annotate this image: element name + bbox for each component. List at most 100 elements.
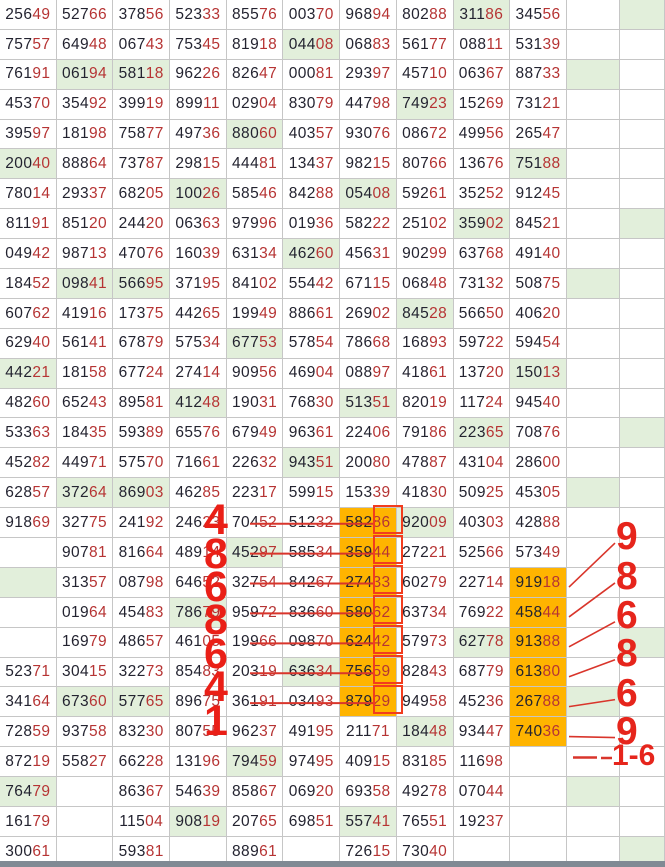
number-cell: 794 59 — [226, 747, 284, 778]
number-tail-digits: 81 — [259, 155, 278, 173]
number-cell: 575 70 — [113, 448, 171, 479]
number-tail-digits: 19 — [145, 95, 164, 113]
number-cell: 313 57 — [56, 567, 114, 598]
number-cell: 764 79 — [0, 777, 57, 808]
number-cell: 462 85 — [170, 478, 227, 509]
number-cell: 580 62 — [340, 597, 397, 628]
number-cell: 802 88 — [396, 0, 454, 30]
number-cell — [566, 478, 620, 509]
number-head-digits: 345 — [515, 5, 543, 23]
number-tail-digits: 60 — [32, 394, 51, 412]
number-cell: 842 67 — [283, 567, 341, 598]
number-cell: 244 20 — [113, 209, 171, 240]
number-cell: 184 48 — [396, 717, 454, 748]
number-cell: 671 15 — [340, 269, 397, 299]
number-head-digits: 200 — [5, 155, 33, 173]
number-tail-digits: 91 — [32, 65, 51, 83]
number-cell: 412 48 — [170, 388, 227, 419]
number-tail-digits: 83 — [372, 35, 391, 53]
number-tail-digits: 49 — [259, 304, 278, 322]
number-tail-digits: 66 — [259, 633, 278, 651]
number-cell: 708 76 — [510, 418, 567, 449]
number-tail-digits: 67 — [315, 573, 334, 591]
number-cell: 293 97 — [340, 59, 397, 90]
number-cell — [510, 747, 567, 778]
number-head-digits: 462 — [175, 483, 203, 501]
number-head-digits: 256 — [5, 5, 33, 23]
number-cell: 359 44 — [340, 538, 397, 568]
number-cell: 456 31 — [340, 239, 397, 270]
number-head-digits: 820 — [402, 394, 430, 412]
number-head-digits: 637 — [402, 603, 430, 621]
number-cell: 557 41 — [340, 807, 397, 837]
number-cell — [619, 59, 665, 90]
number-cell: 677 53 — [226, 328, 284, 359]
number-head-digits: 184 — [5, 274, 33, 292]
number-cell: 636 34 — [283, 657, 341, 688]
number-cell: 442 21 — [0, 358, 57, 389]
number-head-digits: 682 — [118, 185, 146, 203]
number-head-digits: 832 — [118, 723, 146, 741]
number-tail-digits: 75 — [89, 513, 108, 531]
number-cell: 395 97 — [0, 119, 57, 150]
number-cell: 098 41 — [56, 269, 114, 299]
number-cell: 044 08 — [283, 29, 341, 60]
number-tail-digits: 73 — [429, 633, 448, 651]
number-cell: 184 35 — [56, 418, 114, 449]
number-tail-digits: 71 — [371, 723, 390, 741]
number-cell — [619, 89, 665, 120]
number-head-digits: 442 — [5, 364, 33, 382]
number-head-digits: 086 — [402, 125, 430, 143]
number-tail-digits: 61 — [32, 842, 51, 860]
number-cell: 192 37 — [453, 807, 511, 837]
number-cell: 637 68 — [453, 239, 511, 270]
number-head-digits: 298 — [175, 155, 203, 173]
number-head-digits: 269 — [345, 304, 373, 322]
number-cell — [566, 179, 620, 210]
number-head-digits: 566 — [118, 274, 146, 292]
number-cell — [566, 508, 620, 539]
number-head-digits: 251 — [402, 214, 430, 232]
number-head-digits: 613 — [515, 663, 543, 681]
number-cell: 029 04 — [226, 89, 284, 120]
number-head-digits: 826 — [232, 65, 260, 83]
number-head-digits: 452 — [5, 454, 33, 472]
number-tail-digits: 28 — [429, 304, 448, 322]
number-cell — [619, 0, 665, 30]
number-tail-digits: 70 — [145, 454, 164, 472]
number-cell — [56, 777, 114, 808]
number-tail-digits: 95 — [202, 274, 221, 292]
number-cell: 088 11 — [453, 29, 511, 60]
number-tail-digits: 66 — [485, 543, 504, 561]
number-head-digits: 678 — [118, 334, 146, 352]
number-head-digits: 575 — [175, 334, 203, 352]
number-head-digits: 454 — [118, 603, 146, 621]
number-head-digits: 088 — [345, 364, 373, 382]
number-head-digits: 677 — [118, 364, 146, 382]
number-tail-digits: 21 — [32, 364, 51, 382]
number-cell: 267 88 — [510, 687, 567, 718]
number-tail-digits: 55 — [202, 723, 221, 741]
number-head-digits: 223 — [232, 483, 260, 501]
number-tail-digits: 33 — [542, 65, 561, 83]
number-tail-digits: 41 — [372, 812, 391, 830]
number-tail-digits: 61 — [429, 185, 448, 203]
number-head-digits: 561 — [61, 334, 90, 352]
number-cell: 452 97 — [226, 538, 284, 568]
number-cell: 068 83 — [340, 29, 397, 60]
number-head-digits: 200 — [345, 454, 373, 472]
number-head-digits: 160 — [175, 244, 203, 262]
number-tail-digits: 05 — [202, 633, 221, 651]
number-tail-digits: 76 — [485, 155, 504, 173]
number-tail-digits: 49 — [542, 543, 561, 561]
number-cell: 207 65 — [226, 807, 284, 837]
number-head-digits: 116 — [459, 752, 486, 770]
number-cell: 561 41 — [56, 328, 114, 359]
number-head-digits: 819 — [232, 35, 260, 53]
number-head-digits: 512 — [288, 513, 316, 531]
number-cell: 693 58 — [340, 777, 397, 808]
number-cell: 845 21 — [510, 209, 567, 240]
number-cell — [566, 0, 620, 30]
number-head-digits: 003 — [288, 5, 316, 23]
